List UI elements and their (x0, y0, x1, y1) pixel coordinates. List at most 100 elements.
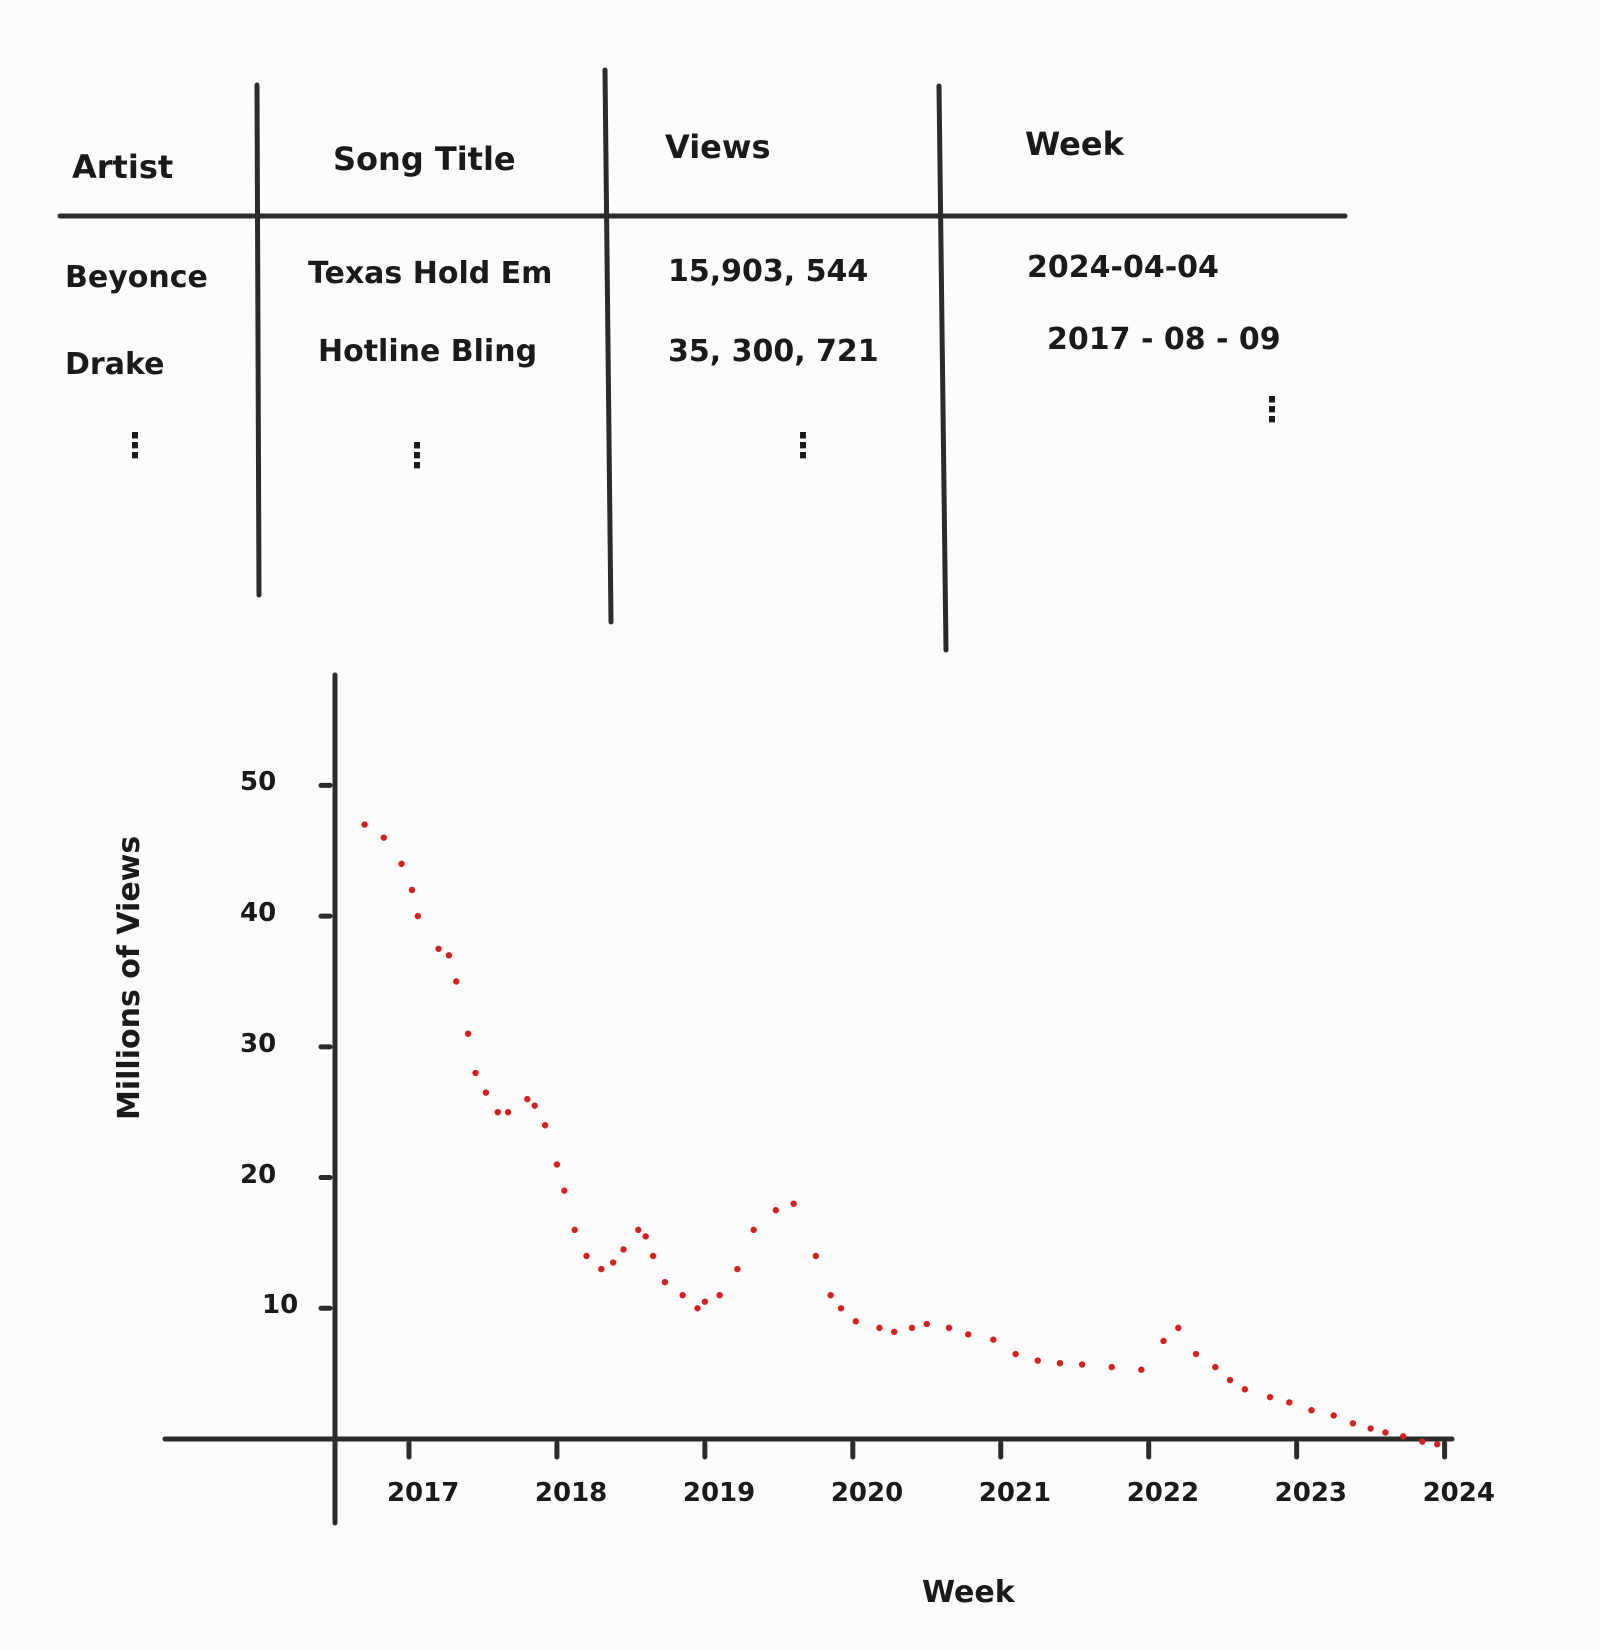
data-point (561, 1187, 568, 1194)
artist-continuation: ⋮ (118, 426, 152, 466)
data-point (1160, 1337, 1167, 1345)
data-point (524, 1095, 531, 1103)
data-point (1012, 1350, 1019, 1358)
y-tick-label: 10 (262, 1290, 299, 1321)
data-point (1330, 1412, 1337, 1419)
x-axis-title: Week (922, 1575, 1015, 1610)
data-point (649, 1252, 657, 1260)
data-point (891, 1328, 898, 1336)
data-point (1212, 1363, 1219, 1371)
data-point (494, 1108, 501, 1116)
data-point (694, 1305, 701, 1312)
data-point (1286, 1399, 1293, 1406)
data-point (414, 912, 422, 920)
row2-song: Hotline Bling (318, 334, 538, 369)
data-point (553, 1161, 561, 1168)
data-point (380, 834, 388, 841)
x-tick-label: 2021 (978, 1478, 1052, 1508)
data-point (531, 1102, 538, 1109)
data-point (1175, 1324, 1182, 1332)
y-tick-label: 20 (240, 1159, 277, 1190)
x-tick-label: 2017 (386, 1478, 460, 1508)
table-divider-1 (254, 82, 262, 598)
data-point (1266, 1393, 1274, 1401)
header-week: Week (1025, 125, 1124, 163)
data-point (635, 1226, 642, 1234)
row1-views: 15,903, 544 (668, 254, 869, 289)
data-point (642, 1233, 649, 1240)
data-point (398, 860, 405, 867)
data-point (1056, 1359, 1064, 1367)
data-point (837, 1305, 845, 1312)
song-continuation: ⋮ (400, 436, 434, 476)
row2-artist: Drake (65, 347, 165, 382)
data-point (1382, 1429, 1389, 1436)
data-point (453, 978, 460, 985)
data-point (1192, 1350, 1200, 1358)
data-point (734, 1265, 741, 1273)
y-tick-label: 30 (240, 1028, 277, 1059)
data-point (1367, 1425, 1374, 1432)
data-point (609, 1259, 617, 1266)
header-artist: Artist (72, 148, 174, 186)
data-point (571, 1226, 578, 1234)
data-point (772, 1207, 780, 1214)
data-point (361, 821, 368, 828)
data-point (1108, 1363, 1115, 1371)
data-point (852, 1318, 859, 1325)
data-point (1078, 1361, 1086, 1368)
data-point (965, 1331, 972, 1338)
data-point (679, 1292, 686, 1299)
x-tick-label: 2018 (534, 1478, 608, 1508)
data-point (701, 1298, 709, 1305)
data-point (876, 1324, 883, 1332)
data-point (1241, 1386, 1249, 1393)
table-divider-3 (936, 83, 949, 653)
y-ticks (318, 782, 333, 1311)
data-point (750, 1226, 757, 1234)
data-point (598, 1265, 605, 1273)
x-tick-label: 2022 (1126, 1478, 1200, 1508)
data-point (1138, 1366, 1145, 1373)
y-axis-title: Millions of Views (112, 835, 147, 1120)
data-point (827, 1292, 834, 1299)
data-point (583, 1252, 590, 1260)
data-point (1034, 1357, 1041, 1364)
data-point (790, 1200, 797, 1207)
data-point (1399, 1433, 1407, 1440)
row1-song: Texas Hold Em (308, 256, 553, 291)
data-point (472, 1069, 479, 1077)
x-tick-label: 2020 (830, 1478, 904, 1508)
x-ticks (406, 1440, 1448, 1460)
data-point (1419, 1438, 1426, 1445)
data-point (541, 1122, 549, 1129)
data-point (504, 1108, 512, 1116)
data-point (661, 1278, 669, 1286)
row2-week: 2017 - 08 - 09 (1047, 322, 1281, 357)
x-tick-label: 2023 (1274, 1478, 1348, 1508)
y-tick-label: 40 (240, 898, 277, 929)
header-song-title: Song Title (333, 140, 516, 178)
header-views: Views (665, 128, 771, 166)
data-point (908, 1324, 916, 1332)
data-point (1226, 1376, 1234, 1384)
data-point (482, 1089, 490, 1096)
data-point (1308, 1407, 1315, 1414)
data-point (990, 1336, 997, 1343)
week-continuation: ⋮ (1255, 390, 1289, 430)
x-tick-label: 2019 (682, 1478, 756, 1508)
row1-week: 2024-04-04 (1027, 250, 1219, 285)
data-point (445, 952, 453, 959)
data-point (945, 1324, 953, 1332)
views-continuation: ⋮ (786, 426, 820, 466)
data-point (923, 1320, 930, 1328)
data-point (716, 1292, 723, 1299)
data-point (620, 1246, 627, 1253)
table-divider-2 (602, 67, 614, 625)
row1-artist: Beyonce (65, 260, 208, 295)
data-point (1349, 1420, 1357, 1427)
data-point (464, 1030, 472, 1037)
data-points (361, 821, 1441, 1448)
data-point (435, 945, 442, 952)
